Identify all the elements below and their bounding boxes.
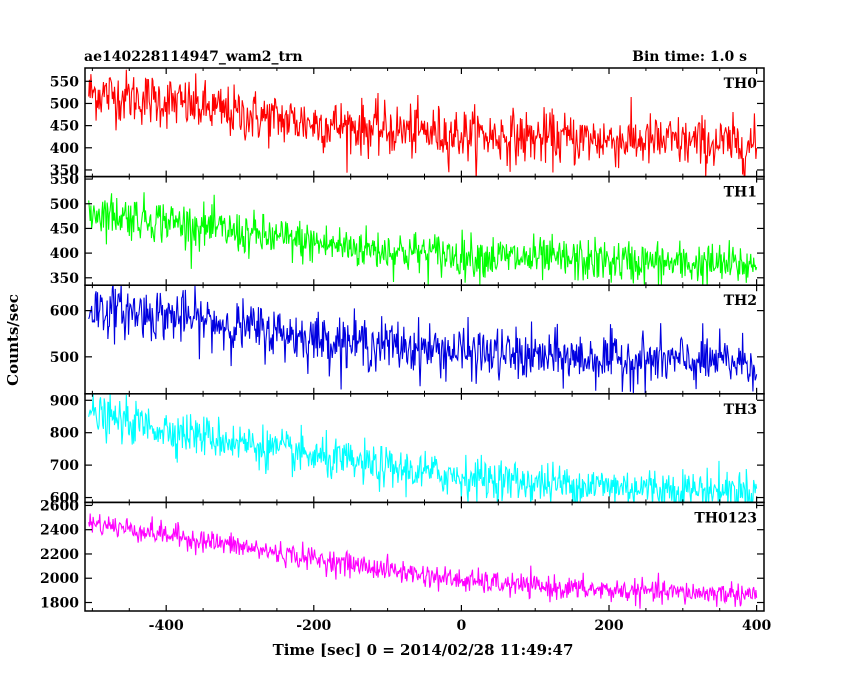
series-label-th3: TH3 [724,402,757,418]
x-tick-label: -200 [296,618,331,634]
y-tick-label-th0: 500 [50,96,79,112]
panels: 350 400 450 500 550 TH0 350 400 450 500 550 TH1 500 6… [40,67,771,634]
y-tick-label-th0123: 2400 [40,523,79,539]
x-tick-label: -400 [149,618,184,634]
series-line-th0 [88,69,758,177]
y-axis-label: Counts/sec [4,294,22,386]
panel-th0123: 1800 2000 2200 2400 2600 TH0123 [40,498,765,612]
y-tick-label-th0123: 2000 [40,571,79,587]
y-tick-label-th2: 500 [50,350,79,366]
chart-title: ae140228114947_wam2_trn [84,49,303,65]
y-tick-label-th2: 600 [50,304,79,320]
y-tick-label-th1: 350 [50,271,79,287]
y-tick-label-th3: 700 [50,458,79,474]
y-tick-label-th0: 450 [50,119,79,135]
x-tick-label: 200 [594,618,623,634]
series-line-th1 [88,192,758,286]
panel-frame-th2 [84,284,765,395]
x-tick-label: 400 [742,618,771,634]
y-tick-label-th1: 450 [50,221,79,237]
series-label-th0123: TH0123 [694,510,757,526]
series-label-th2: TH2 [724,293,757,309]
panel-th2: 500 600 TH2 [50,284,765,395]
series-line-th2 [88,285,758,394]
y-tick-label-th0123: 2600 [40,498,79,514]
panel-th1: 350 400 450 500 550 TH1 [50,172,765,287]
y-tick-label-th0123: 2200 [40,547,79,563]
y-tick-label-th3: 900 [50,393,79,409]
y-tick-label-th0: 350 [50,163,79,179]
series-label-th0: TH0 [724,76,758,92]
y-tick-label-th1: 550 [50,172,79,188]
panel-th3: 600 700 800 900 TH3 [50,393,765,507]
series-label-th1: TH1 [724,185,757,201]
y-tick-label-th0123: 1800 [40,596,79,612]
y-tick-label-th1: 400 [50,246,79,262]
series-line-th3 [88,393,758,503]
x-tick-label: 0 [457,618,467,634]
bin-time-label: Bin time: 1.0 s [632,49,747,65]
y-tick-label-th3: 600 [50,491,79,507]
y-tick-label-th1: 500 [50,197,79,213]
panel-th0: 350 400 450 500 550 TH0 [50,67,765,179]
y-tick-label-th3: 800 [50,426,79,442]
y-tick-label-th0: 400 [50,141,79,157]
series-line-th0123 [88,513,758,609]
y-tick-label-th0: 550 [50,74,79,90]
x-axis-label: Time [sec] 0 = 2014/02/28 11:49:47 [273,641,574,659]
